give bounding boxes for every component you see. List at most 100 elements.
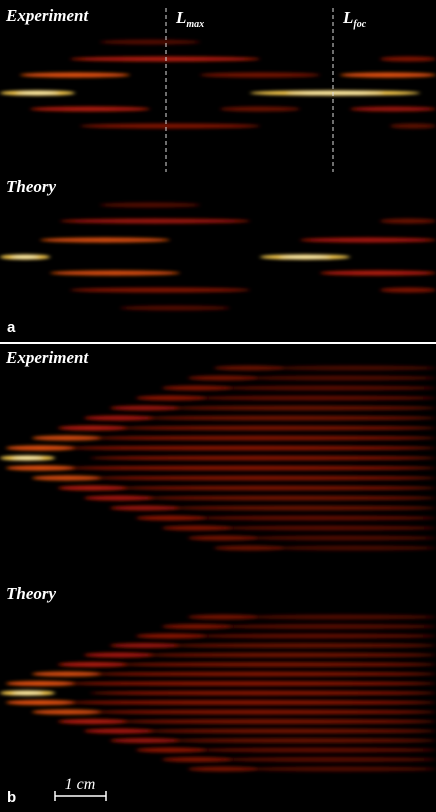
streak [11, 691, 44, 695]
streak [11, 456, 44, 460]
streak [162, 525, 232, 531]
streak [100, 39, 200, 45]
streak [220, 106, 300, 112]
streak [66, 699, 436, 706]
scale-bar: 1 cm [54, 776, 107, 801]
streak [16, 91, 59, 95]
section-title: Theory [6, 177, 57, 196]
marker-subscript: max [186, 19, 204, 30]
streak [58, 718, 128, 725]
streak [340, 72, 436, 78]
streak [118, 718, 436, 725]
streak [170, 505, 436, 511]
section-title: Theory [6, 584, 57, 603]
streak [300, 237, 436, 243]
streak [80, 123, 260, 129]
streak [136, 515, 206, 521]
streak [58, 425, 128, 431]
streak [92, 435, 436, 441]
streak [350, 106, 436, 112]
streak [70, 287, 250, 293]
panel-label: b [7, 789, 16, 806]
streak [170, 737, 436, 744]
streak [92, 709, 436, 715]
streak [274, 545, 436, 551]
streak [200, 72, 320, 78]
streak [110, 405, 180, 411]
streak [222, 623, 436, 630]
streak [162, 385, 232, 391]
streak [118, 661, 436, 668]
scale-bar-label: 1 cm [65, 776, 96, 793]
streak [6, 445, 76, 451]
streak [110, 737, 180, 744]
streak [248, 375, 436, 381]
streak [92, 475, 436, 481]
streak [214, 365, 284, 371]
streak [188, 614, 258, 620]
streak [32, 475, 102, 481]
streak [70, 56, 260, 62]
streak [274, 365, 436, 371]
streak [6, 699, 76, 706]
marker-symbol: L [342, 8, 353, 27]
streak [144, 495, 436, 501]
streak [248, 535, 436, 541]
streak [136, 395, 206, 401]
streak [162, 756, 232, 763]
streak [170, 642, 436, 649]
section-title: Experiment [5, 6, 89, 25]
panel-label: a [7, 319, 16, 336]
streak [84, 495, 154, 501]
streak [214, 545, 284, 551]
streak [248, 766, 436, 772]
streak [170, 405, 436, 411]
streak [222, 525, 436, 531]
streak [110, 505, 180, 511]
streak [6, 680, 76, 687]
streak [100, 202, 200, 208]
streak [144, 415, 436, 421]
panel-divider [0, 342, 436, 344]
streak [50, 270, 180, 276]
intensity-streaks [0, 39, 436, 772]
streak [66, 680, 436, 687]
streak [188, 535, 258, 541]
streak [84, 415, 154, 421]
streak [380, 56, 436, 62]
streak [144, 652, 436, 658]
streak [30, 106, 150, 112]
streak [66, 465, 436, 471]
streak [390, 123, 436, 129]
streak [196, 395, 436, 401]
streak [248, 614, 436, 620]
streak [66, 445, 436, 451]
streak [380, 287, 436, 293]
streak [196, 515, 436, 521]
streak [120, 305, 230, 311]
streak [279, 255, 331, 259]
marker-symbol: L [175, 8, 186, 27]
marker-subscript: foc [353, 19, 366, 30]
streak [188, 375, 258, 381]
streak [286, 91, 384, 95]
marker-label: Lmax [175, 8, 204, 30]
section-title: Experiment [5, 348, 89, 367]
streak [60, 218, 250, 224]
streak [32, 709, 102, 715]
streak [32, 435, 102, 441]
streak [196, 633, 436, 639]
streak [92, 671, 436, 677]
streak [136, 633, 206, 639]
streak [58, 485, 128, 491]
streak [84, 652, 154, 658]
streak [144, 728, 436, 734]
streak [118, 425, 436, 431]
streak [380, 218, 436, 224]
streak [222, 756, 436, 763]
streak [188, 766, 258, 772]
streak [196, 747, 436, 753]
streak [222, 385, 436, 391]
marker-label: Lfoc [342, 8, 367, 30]
